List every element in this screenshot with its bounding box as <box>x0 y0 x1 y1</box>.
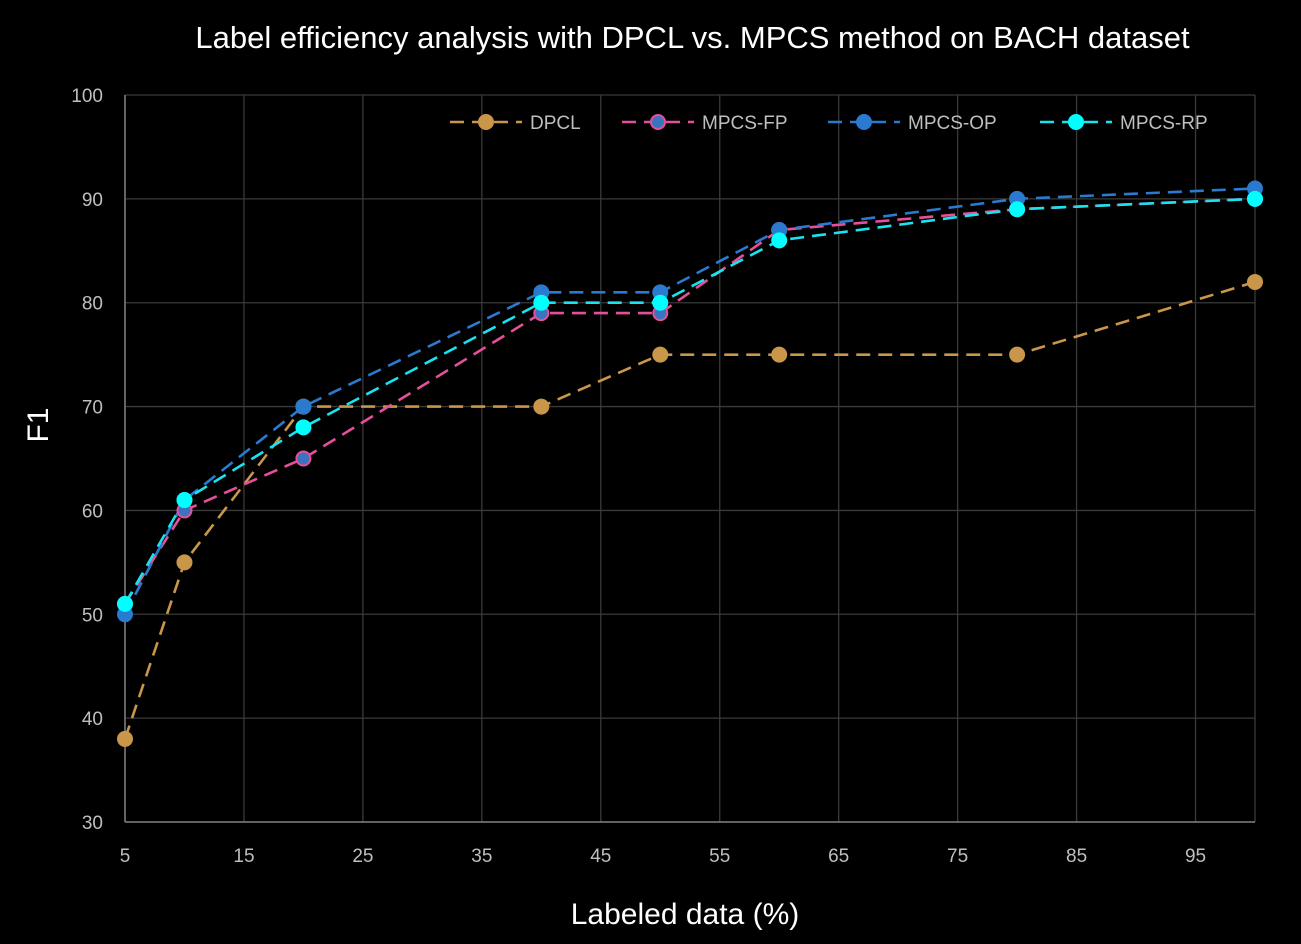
x-axis-label: Labeled data (%) <box>570 898 800 931</box>
y-tick-label: 80 <box>82 294 103 315</box>
legend-label-dpcl: DPCL <box>530 113 581 134</box>
legend-marker-mpcs-fp <box>650 114 666 130</box>
chart-title: Label efficiency analysis with DPCL vs. … <box>195 20 1190 55</box>
y-tick-label: 90 <box>82 190 103 211</box>
data-point-mpcs-rp <box>533 294 550 311</box>
data-point-dpcl <box>117 730 133 747</box>
x-tick-label: 5 <box>120 846 131 867</box>
data-point-mpcs-rp <box>1009 201 1026 218</box>
y-tick-label: 100 <box>71 86 103 107</box>
x-tick-label: 85 <box>1066 846 1087 867</box>
x-tick-label: 45 <box>590 846 611 867</box>
series-line-dpcl <box>123 280 1256 740</box>
data-point-mpcs-fp <box>295 450 312 467</box>
data-point-mpcs-rp <box>176 492 193 509</box>
data-point-mpcs-rp <box>295 419 312 436</box>
y-tick-label: 30 <box>82 813 103 834</box>
y-tick-label: 40 <box>82 709 103 730</box>
data-point-dpcl <box>652 346 669 363</box>
y-tick-label: 70 <box>82 398 103 419</box>
legend-marker-mpcs-rp <box>1068 114 1084 130</box>
x-tick-label: 35 <box>471 846 492 867</box>
x-tick-label: 75 <box>947 846 968 867</box>
legend-label-mpcs-rp: MPCS-RP <box>1120 113 1208 134</box>
x-tick-label: 65 <box>828 846 849 867</box>
data-point-dpcl <box>1009 346 1026 363</box>
data-point-dpcl <box>176 554 193 571</box>
legend-marker-mpcs-op <box>856 114 872 130</box>
x-tick-label: 55 <box>709 846 730 867</box>
y-tick-label: 50 <box>82 605 103 626</box>
series-line-mpcs-op <box>123 187 1256 615</box>
legend-marker-dpcl <box>478 114 494 130</box>
data-point-mpcs-rp <box>1247 190 1263 207</box>
legend: DPCL MPCS-FP MPCS-OP MPCS-RP <box>450 113 1208 134</box>
data-point-dpcl <box>1247 273 1263 290</box>
data-point-mpcs-rp <box>652 294 669 311</box>
series-lines <box>117 180 1263 747</box>
data-point-mpcs-rp <box>117 595 133 612</box>
series-line-mpcs-rp <box>123 197 1256 605</box>
data-point-dpcl <box>533 398 550 415</box>
data-point-dpcl <box>771 346 788 363</box>
y-tick-label: 60 <box>82 501 103 522</box>
series-line-mpcs-fp <box>123 197 1256 605</box>
x-tick-label: 95 <box>1185 846 1206 867</box>
data-point-mpcs-op <box>295 398 312 415</box>
grid <box>124 94 1256 823</box>
x-tick-label: 25 <box>352 846 373 867</box>
legend-label-mpcs-op: MPCS-OP <box>908 113 997 134</box>
data-point-mpcs-rp <box>771 232 788 249</box>
x-tick-label: 15 <box>233 846 254 867</box>
legend-label-mpcs-fp: MPCS-FP <box>702 113 788 134</box>
axis-ticks: 30 40 50 60 70 80 90 100 5 15 25 35 45 55 65 75 85 95 <box>71 86 1206 867</box>
